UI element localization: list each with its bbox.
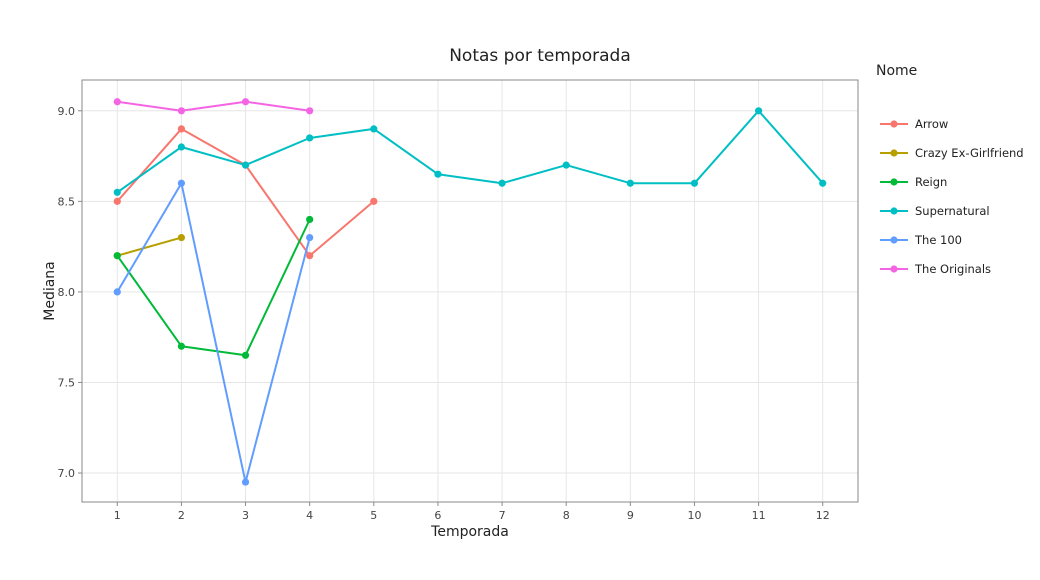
data-point-crazy-ex-girlfriend [177,233,186,242]
x-tick-label: 4 [306,509,313,522]
series-line-supernatural [116,109,824,194]
x-tick-label: 5 [370,509,377,522]
x-tick-label: 12 [816,509,830,522]
legend-item-arrow: Arrow [880,117,948,131]
data-point-the-originals [177,107,186,115]
plot-panel [81,79,859,503]
data-point-supernatural [113,188,121,196]
data-point-arrow [177,125,186,133]
series-line-reign [116,219,311,357]
legend-item-the-originals: The Originals [880,262,991,276]
y-tick-label: 8.0 [58,286,76,299]
data-point-supernatural [626,179,634,187]
legend-key-point [890,178,898,186]
data-point-arrow [370,197,378,205]
legend-label: Reign [915,175,947,189]
axis-ticks: 1 2 3 4 5 6 7 8 9 10 11 127.07.58.08.59.0 [58,105,830,522]
x-tick-label: 9 [627,509,634,522]
data-point-the-originals [241,98,250,106]
y-tick-label: 7.5 [58,376,76,389]
data-point-arrow [306,252,314,260]
legend-key-point [890,207,898,215]
x-tick-label: 7 [499,509,506,522]
data-point-the-100 [306,233,314,242]
data-point-supernatural [177,143,186,151]
y-tick-label: 8.5 [58,195,76,208]
series-the-100 [113,179,314,486]
data-point-supernatural [434,170,442,178]
legend-item-supernatural: Supernatural [880,204,990,218]
y-tick-label: 9.0 [58,105,76,118]
y-tick-label: 7.0 [58,467,76,480]
legend-key-point [890,236,898,244]
series-lines [113,98,827,486]
legend-title: Nome [876,63,917,79]
data-point-supernatural [498,179,506,187]
y-axis-title: Mediana [42,261,58,321]
data-point-the-originals [306,107,314,115]
data-point-reign [241,351,250,359]
legend-key-point [890,149,898,157]
data-point-the-100 [241,478,250,486]
data-point-supernatural [370,125,378,133]
x-tick-label: 10 [687,509,701,522]
x-tick-label: 8 [563,509,570,522]
series-line-the-originals [117,100,310,112]
chart-title: Notas por temporada [449,46,631,66]
series-supernatural [113,107,827,196]
series-the-originals [113,98,314,115]
series-line-crazy-ex-girlfriend [117,236,182,257]
data-point-supernatural [306,134,314,142]
legend-item-crazy-ex-girlfriend: Crazy Ex-Girlfriend [880,146,1024,160]
x-tick-label: 1 [114,509,121,522]
x-tick-label: 2 [178,509,185,522]
x-tick-label: 3 [242,509,249,522]
legend-key-point [890,265,898,273]
x-tick-label: 11 [752,509,766,522]
series-reign [113,215,314,359]
data-point-supernatural [690,179,699,187]
data-point-supernatural [819,179,827,187]
data-point-the-100 [113,288,121,296]
grid-lines [82,80,858,502]
x-axis-title: Temporada [430,524,509,540]
x-tick-label: 6 [434,509,441,522]
data-point-the-originals [113,98,121,106]
legend-label: Crazy Ex-Girlfriend [915,146,1024,160]
data-point-supernatural [241,161,250,169]
legend-label: The Originals [914,262,991,276]
legend-label: Supernatural [915,204,990,218]
data-point-reign [113,252,121,260]
legend: Nome Arrow Crazy Ex-Girlfriend Reign Supern… [876,63,1024,276]
data-point-arrow [113,197,121,205]
legend-key-point [890,120,898,128]
data-point-reign [177,342,186,350]
legend-label: Arrow [915,117,948,131]
data-point-supernatural [562,161,570,169]
data-point-reign [306,215,314,224]
legend-label: The 100 [914,233,962,247]
legend-item-reign: Reign [880,175,947,189]
data-point-supernatural [754,107,763,115]
data-point-the-100 [177,179,186,187]
series-line-the-100 [116,182,311,484]
legend-item-the-100: The 100 [880,233,962,247]
